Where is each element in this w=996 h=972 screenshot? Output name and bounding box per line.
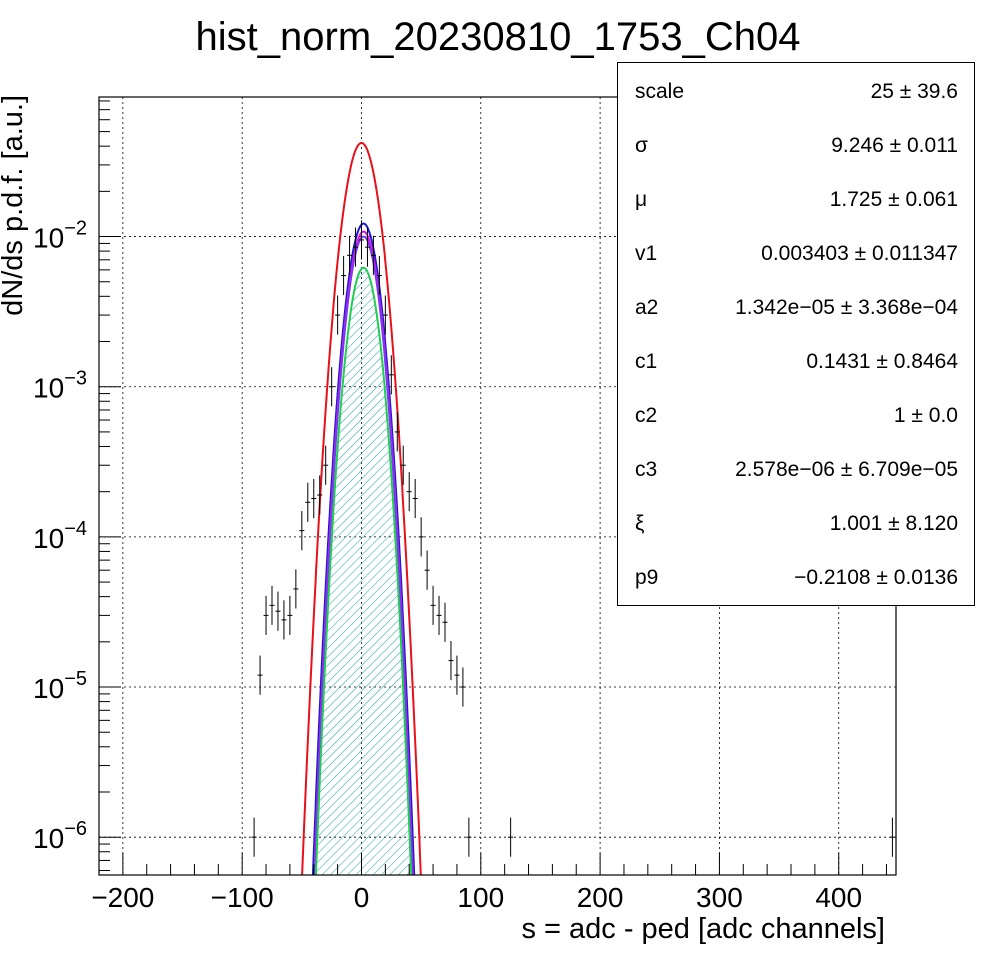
fit-parameters-box: scale 25 ± 39.6 σ 9.246 ± 0.011 μ 1.725 …	[617, 62, 975, 606]
stat-row: c3 2.578e−06 ± 6.709e−05	[618, 458, 974, 488]
stat-value: 2.578e−06 ± 6.709e−05	[735, 458, 958, 481]
stat-value: 1.725 ± 0.061	[829, 188, 958, 211]
fit-fill-area	[313, 267, 414, 875]
stat-name: a2	[635, 296, 659, 319]
x-tick-label: 300	[696, 882, 743, 913]
stat-row: scale 25 ± 39.6	[618, 80, 974, 110]
y-tick-label: 10−4	[33, 518, 87, 554]
x-tick-label: 200	[577, 882, 624, 913]
y-tick-label: 10−3	[33, 368, 87, 404]
y-tick-label: 10−2	[33, 218, 87, 254]
x-axis-label: s = adc - ped [adc channels]	[521, 913, 885, 945]
stat-name: σ	[635, 134, 648, 157]
y-tick-label: 10−5	[33, 668, 87, 704]
stat-name: v1	[635, 242, 658, 265]
plot-marks	[251, 142, 895, 875]
stat-row: μ 1.725 ± 0.061	[618, 188, 974, 218]
stat-row: c1 0.1431 ± 0.8464	[618, 350, 974, 380]
x-tick-label: 100	[457, 882, 504, 913]
stat-name: μ	[635, 188, 648, 211]
x-tick-label: 400	[815, 882, 862, 913]
y-tick-labels: 10−6 10−5 10−4 10−3 10−2	[33, 218, 87, 855]
stat-name: c1	[635, 350, 658, 373]
stat-name: c3	[635, 458, 658, 481]
y-axis-label: dN/ds p.d.f. [a.u.]	[0, 95, 29, 316]
stat-value: −0.2108 ± 0.0136	[794, 566, 958, 589]
stat-row: a2 1.342e−05 ± 3.368e−04	[618, 296, 974, 326]
stat-value: 1.001 ± 8.120	[829, 512, 958, 535]
stat-value: 25 ± 39.6	[870, 80, 958, 103]
y-tick-label: 10−6	[33, 818, 87, 854]
stat-value: 0.003403 ± 0.011347	[761, 242, 958, 265]
stat-name: scale	[635, 80, 685, 103]
stat-row: σ 9.246 ± 0.011	[618, 134, 974, 164]
axis-ticks	[98, 100, 887, 875]
stat-value: 9.246 ± 0.011	[831, 134, 958, 157]
x-tick-label: −100	[211, 882, 274, 913]
stat-row: c2 1 ± 0.0	[618, 404, 974, 434]
fit-curve	[314, 266, 413, 875]
stat-value: 1 ± 0.0	[893, 404, 958, 427]
stat-row: v1 0.003403 ± 0.011347	[618, 242, 974, 272]
stat-value: 1.342e−05 ± 3.368e−04	[735, 296, 958, 319]
stat-name: c2	[635, 404, 658, 427]
chart-title: hist_norm_20230810_1753_Ch04	[196, 15, 801, 59]
stat-name: p9	[635, 566, 659, 589]
fit-curve	[311, 222, 416, 875]
x-tick-label: 0	[354, 882, 370, 913]
x-tick-labels: −200 −100 0 100 200 300 400	[91, 882, 862, 913]
fit-curve	[313, 235, 414, 875]
x-tick-label: −200	[91, 882, 154, 913]
stat-row: ξ 1.001 ± 8.120	[618, 512, 974, 542]
stat-row: p9 −0.2108 ± 0.0136	[618, 566, 974, 596]
stat-name: ξ	[635, 512, 645, 535]
stat-value: 0.1431 ± 0.8464	[806, 350, 958, 373]
